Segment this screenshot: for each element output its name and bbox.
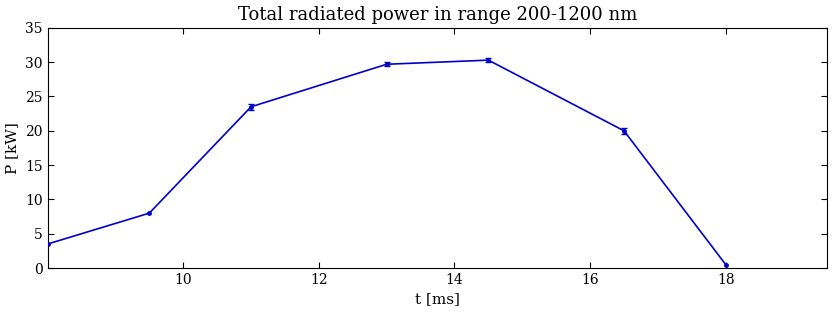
Y-axis label: P [kW]: P [kW] <box>6 122 19 174</box>
Title: Total radiated power in range 200-1200 nm: Total radiated power in range 200-1200 n… <box>238 6 637 23</box>
X-axis label: t [ms]: t [ms] <box>415 292 460 306</box>
